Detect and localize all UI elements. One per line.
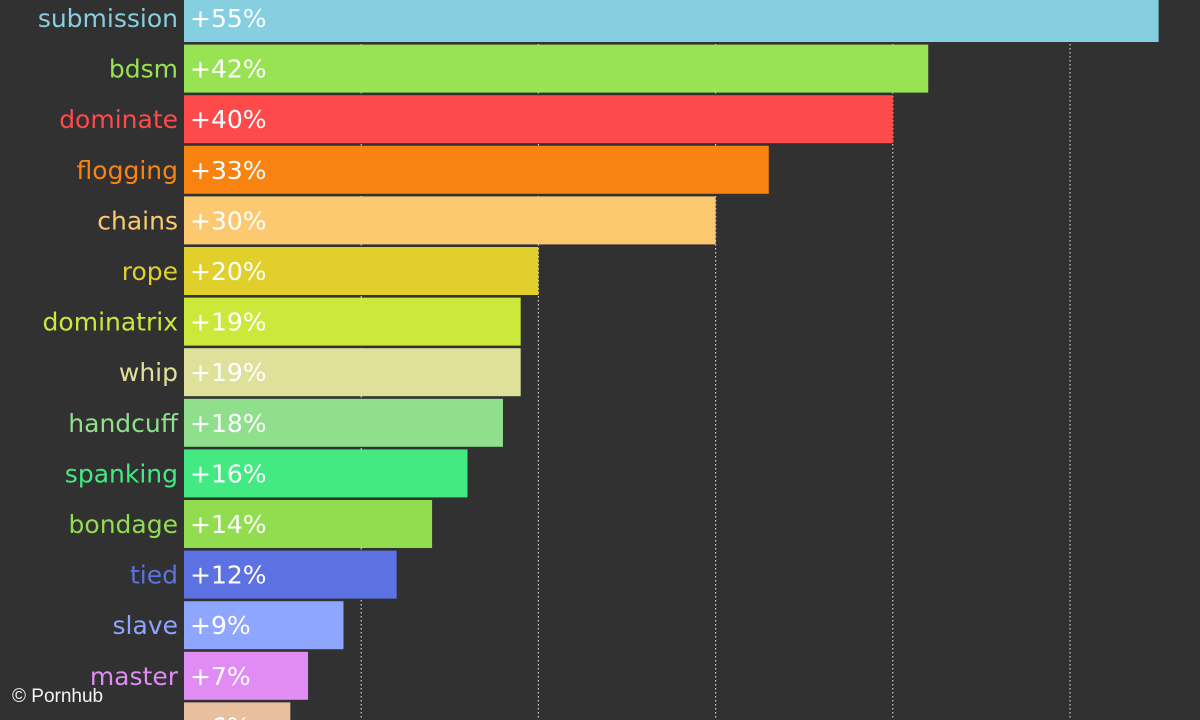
category-label: bdsm <box>109 55 178 84</box>
bar <box>184 95 893 144</box>
bar <box>184 651 309 700</box>
bars-group <box>184 0 1159 720</box>
bar <box>184 398 503 447</box>
value-label: +30% <box>190 206 267 235</box>
bar <box>184 449 468 498</box>
category-label: slave <box>113 611 178 640</box>
bar <box>184 247 539 295</box>
bar <box>184 0 1159 42</box>
value-label: +14% <box>190 510 267 539</box>
bar <box>184 550 397 599</box>
category-label: tied <box>130 561 178 590</box>
category-label: rope <box>122 257 178 286</box>
category-label: spanking <box>65 459 178 488</box>
value-label: +42% <box>190 55 267 84</box>
bar <box>184 44 929 93</box>
value-label: +55% <box>190 4 267 33</box>
category-label: bondage <box>69 510 178 539</box>
value-label: +33% <box>190 156 267 185</box>
value-label: +12% <box>190 561 267 590</box>
source-credit: © Pornhub <box>12 686 104 707</box>
bar <box>184 145 769 194</box>
value-labels: +55% +42% +40% +33% +30% +20% +19% +19% +18% +16%… <box>190 4 267 720</box>
value-label: +19% <box>190 358 267 387</box>
value-label: +7% <box>190 662 251 691</box>
bar <box>184 297 521 346</box>
category-label: master <box>90 662 179 691</box>
bar <box>184 601 344 650</box>
category-labels: submission bdsm dominate flogging chains rope… <box>38 4 179 691</box>
value-label: +19% <box>190 308 267 337</box>
category-label: submission <box>38 4 178 33</box>
category-label: handcuff <box>68 409 178 438</box>
value-label: +18% <box>190 409 267 438</box>
bar <box>184 500 433 548</box>
bar <box>184 196 716 245</box>
bar <box>184 702 291 720</box>
value-label: +6% <box>190 712 251 720</box>
category-label: dominatrix <box>43 308 178 337</box>
category-label: dominate <box>59 105 178 134</box>
value-label: +40% <box>190 105 267 134</box>
value-label: +9% <box>190 611 251 640</box>
category-label: chains <box>97 206 178 235</box>
category-label: whip <box>119 358 178 387</box>
category-label: flogging <box>77 156 178 185</box>
value-label: +20% <box>190 257 267 286</box>
bar <box>184 348 521 397</box>
value-label: +16% <box>190 459 267 488</box>
